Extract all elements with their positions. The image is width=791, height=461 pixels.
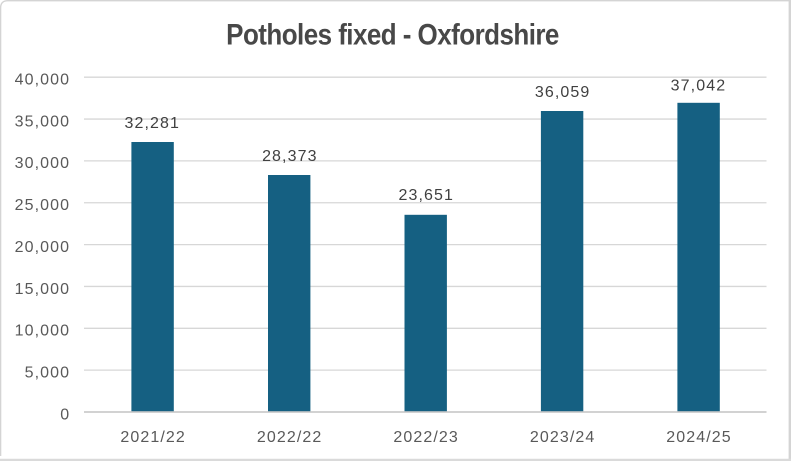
svg-text:Potholes fixed - Oxfordshire: Potholes fixed - Oxfordshire xyxy=(226,18,559,51)
svg-text:2022/22: 2022/22 xyxy=(257,429,323,446)
svg-text:37,042: 37,042 xyxy=(671,78,727,95)
svg-text:28,373: 28,373 xyxy=(262,148,318,165)
svg-text:2022/23: 2022/23 xyxy=(393,429,459,446)
svg-text:23,651: 23,651 xyxy=(398,187,454,204)
svg-text:20,000: 20,000 xyxy=(15,239,71,256)
svg-text:30,000: 30,000 xyxy=(15,155,71,172)
svg-text:40,000: 40,000 xyxy=(15,72,71,89)
svg-text:2024/25: 2024/25 xyxy=(666,429,732,446)
svg-text:32,281: 32,281 xyxy=(124,115,180,132)
svg-text:0: 0 xyxy=(60,406,70,423)
svg-text:35,000: 35,000 xyxy=(15,113,71,130)
svg-text:2023/24: 2023/24 xyxy=(530,429,596,446)
svg-text:25,000: 25,000 xyxy=(15,197,71,214)
svg-text:10,000: 10,000 xyxy=(15,323,71,340)
svg-text:36,059: 36,059 xyxy=(535,84,591,101)
svg-text:2021/22: 2021/22 xyxy=(120,429,186,446)
svg-text:5,000: 5,000 xyxy=(25,364,71,381)
svg-text:15,000: 15,000 xyxy=(15,281,71,298)
